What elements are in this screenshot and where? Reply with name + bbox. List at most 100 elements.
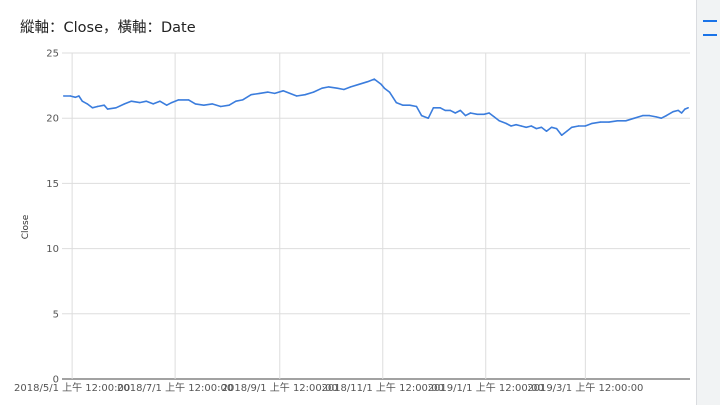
data-point: [625, 120, 627, 122]
data-point: [69, 95, 72, 97]
y-axis-label: Close: [21, 214, 31, 239]
data-point: [680, 112, 683, 114]
data-point: [535, 127, 538, 130]
data-point: [392, 96, 394, 99]
x-tick-label: 2018/11/1 上午 12:00:00: [321, 381, 444, 394]
data-point: [540, 126, 543, 128]
data-point: [203, 104, 205, 106]
y-axis-ticks: 0 5 10 15 20 25: [46, 49, 59, 386]
data-point: [577, 125, 580, 127]
data-point: [235, 100, 237, 102]
data-point: [515, 124, 517, 126]
data-point: [444, 109, 446, 112]
data-point: [483, 113, 485, 116]
data-point: [633, 117, 635, 119]
data-point: [194, 103, 197, 105]
series-layer: [63, 78, 689, 136]
data-point: [616, 120, 619, 122]
series-line: [63, 78, 689, 136]
data-point: [321, 87, 323, 89]
data-point: [493, 116, 495, 118]
data-point: [476, 113, 478, 116]
chart-title: 縱軸：Close，橫軸：Date: [20, 20, 196, 36]
data-point: [555, 127, 558, 130]
vertical-gridlines: [71, 53, 586, 379]
data-point: [177, 99, 180, 101]
data-point: [520, 125, 522, 127]
data-point: [439, 107, 441, 109]
y-tick-label: 10: [46, 244, 59, 255]
data-point: [358, 83, 360, 86]
data-point: [591, 122, 593, 125]
data-point: [228, 104, 230, 106]
data-point: [402, 104, 404, 106]
data-point: [96, 105, 99, 108]
data-point: [289, 92, 291, 95]
data-point: [561, 134, 563, 136]
data-point: [130, 100, 132, 102]
x-tick-label: 2019/3/1 上午 12:00:00: [527, 381, 643, 394]
data-point: [584, 125, 586, 127]
data-point: [677, 109, 679, 112]
data-point: [373, 78, 375, 80]
data-point: [505, 122, 507, 125]
data-point: [655, 116, 657, 118]
side-panel-edge[interactable]: [696, 0, 720, 405]
data-point: [608, 121, 610, 123]
y-tick-label: 20: [46, 114, 59, 125]
data-point: [343, 88, 345, 91]
data-point: [81, 100, 84, 102]
data-point: [282, 90, 284, 92]
data-point: [78, 95, 80, 97]
data-point: [599, 121, 602, 123]
data-point: [665, 114, 668, 117]
panel-accent-line: [703, 34, 717, 36]
data-point: [152, 103, 154, 105]
data-point: [684, 108, 686, 110]
data-point: [459, 109, 462, 112]
data-point: [86, 103, 89, 105]
data-point: [660, 117, 662, 119]
data-point: [383, 87, 386, 89]
data-point: [91, 107, 94, 109]
data-point: [571, 126, 573, 128]
data-point: [454, 112, 456, 114]
y-tick-label: 0: [53, 375, 59, 386]
data-point: [409, 104, 411, 106]
x-tick-label: 2019/1/1 上午 12:00:00: [428, 381, 544, 394]
data-point: [74, 96, 77, 99]
data-point: [550, 126, 553, 128]
data-point: [250, 94, 252, 96]
data-point: [530, 125, 532, 127]
data-point: [642, 114, 644, 117]
y-tick-label: 15: [46, 179, 59, 190]
data-point: [648, 114, 651, 117]
data-point: [267, 91, 269, 93]
data-point: [103, 104, 105, 106]
data-point: [123, 103, 126, 105]
data-point: [566, 130, 568, 132]
data-point: [488, 112, 490, 114]
x-tick-label: 2018/5/1 上午 12:00:00: [14, 381, 130, 394]
data-point: [420, 114, 423, 117]
data-point: [415, 105, 418, 108]
data-point: [304, 94, 306, 96]
data-point: [106, 108, 109, 110]
y-tick-label: 5: [53, 309, 59, 320]
data-point: [432, 107, 435, 109]
data-point: [115, 107, 117, 109]
data-point: [395, 101, 397, 104]
data-point: [498, 120, 500, 122]
data-point: [312, 91, 315, 93]
data-point: [145, 100, 148, 102]
data-point: [469, 112, 472, 114]
data-point: [159, 100, 161, 102]
data-point: [220, 105, 222, 108]
data-point: [464, 114, 467, 117]
data-point: [427, 117, 429, 119]
data-point: [350, 86, 352, 88]
data-point: [241, 99, 244, 101]
data-point: [366, 81, 369, 83]
data-point: [328, 86, 330, 88]
